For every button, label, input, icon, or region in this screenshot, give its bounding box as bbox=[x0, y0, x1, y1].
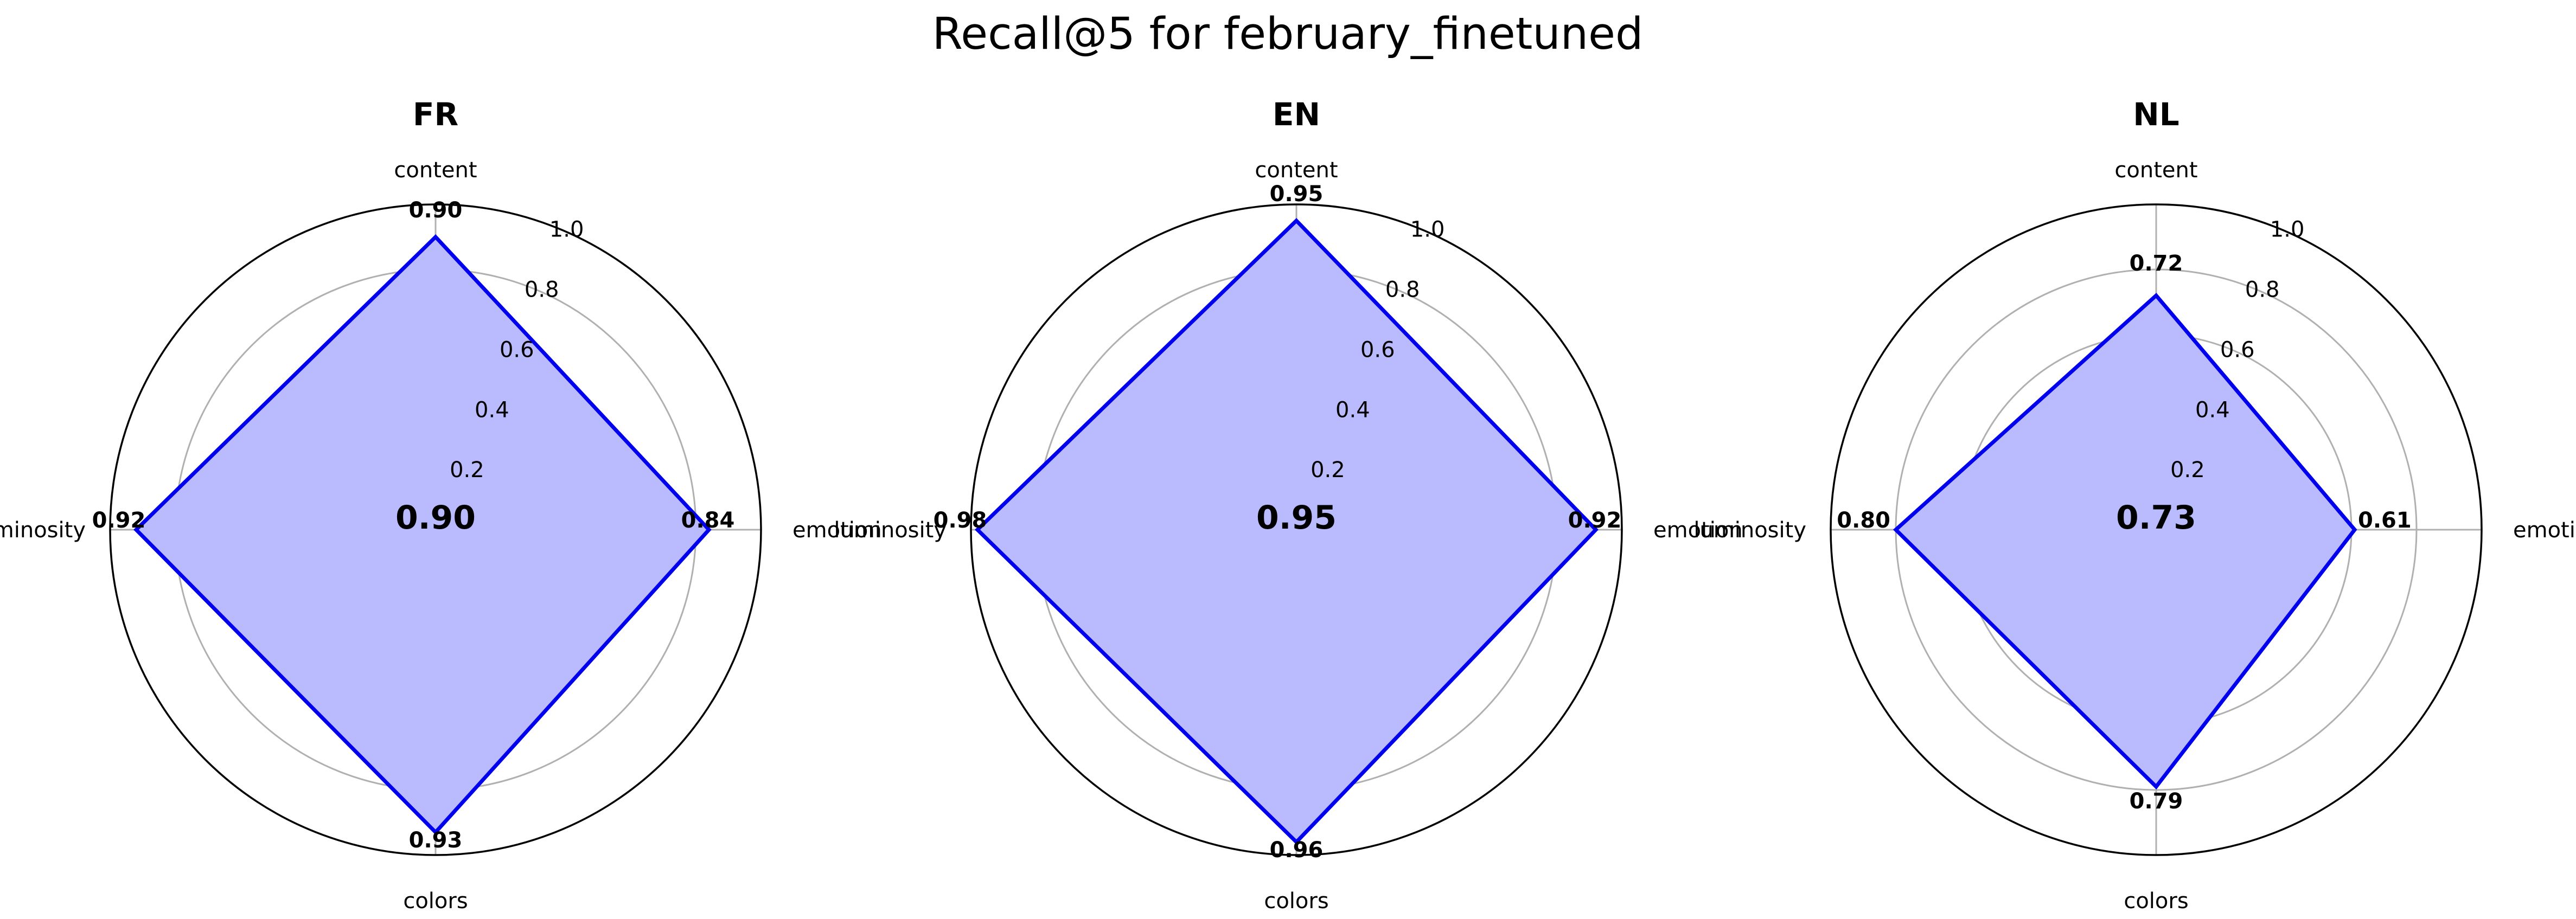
r-tick-label: 0.2 bbox=[450, 458, 484, 483]
series-line bbox=[974, 218, 1599, 845]
series-fill bbox=[136, 237, 709, 832]
series-line bbox=[133, 234, 712, 836]
axis-label-colors: colors bbox=[2124, 889, 2188, 914]
value-label-luminosity: 0.98 bbox=[934, 508, 987, 533]
value-label-luminosity: 0.80 bbox=[1837, 508, 1890, 533]
radar-panels: FR 0.2 0.4 0.6 0.8 1.0 content emotion colors lum… bbox=[0, 96, 2576, 914]
axis-label-emotion: emotion bbox=[1653, 518, 1743, 543]
series-fill bbox=[977, 221, 1596, 842]
r-tick-label: 1.0 bbox=[1410, 217, 1445, 242]
series-line bbox=[1893, 292, 2357, 790]
radar-panel-fr: FR 0.2 0.4 0.6 0.8 1.0 content emotion colors lum… bbox=[0, 96, 882, 914]
axis-label-luminosity: luminosity bbox=[834, 518, 947, 543]
axis-label-colors: colors bbox=[403, 889, 468, 914]
value-label-colors: 0.96 bbox=[1270, 838, 1324, 863]
axis-label-content: content bbox=[394, 158, 477, 183]
r-tick-label: 0.6 bbox=[1360, 337, 1395, 362]
r-tick-label: 0.4 bbox=[475, 397, 509, 422]
r-tick-label: 1.0 bbox=[549, 217, 584, 242]
r-tick-label: 0.4 bbox=[2195, 397, 2230, 422]
outer-frame bbox=[970, 203, 1623, 856]
axis-label-luminosity: luminosity bbox=[1693, 518, 1806, 543]
outer-frame bbox=[1830, 203, 2483, 856]
radar-panel-en: EN 0.2 0.4 0.6 0.8 1.0 content emotion colors lum… bbox=[834, 96, 1742, 914]
value-label-content: 0.90 bbox=[409, 198, 463, 223]
axis-label-content: content bbox=[1255, 158, 1338, 183]
value-label-emotion: 0.61 bbox=[2358, 508, 2412, 533]
value-label-emotion: 0.84 bbox=[681, 508, 735, 533]
panel-title: NL bbox=[2133, 96, 2179, 133]
figure-title: Recall@5 for february_finetuned bbox=[932, 9, 1644, 60]
value-label-emotion: 0.92 bbox=[1568, 508, 1622, 533]
r-tick-label: 0.6 bbox=[500, 337, 534, 362]
r-tick-label: 0.2 bbox=[1311, 458, 1345, 483]
value-label-luminosity: 0.92 bbox=[92, 508, 146, 533]
r-tick-label: 0.8 bbox=[2245, 278, 2280, 303]
outer-frame bbox=[109, 203, 762, 856]
radar-panel-nl: NL 0.2 0.4 0.6 0.8 1.0 content emotion colors lum… bbox=[1693, 96, 2576, 914]
r-tick-label: 0.2 bbox=[2170, 458, 2205, 483]
value-label-content: 0.95 bbox=[1270, 182, 1324, 207]
panel-title: FR bbox=[413, 96, 458, 133]
axis-label-emotion: emotion bbox=[2513, 518, 2576, 543]
value-label-colors: 0.79 bbox=[2130, 789, 2183, 814]
series-fill bbox=[1896, 295, 2355, 787]
panel-title: EN bbox=[1273, 96, 1320, 133]
center-mean-label: 0.73 bbox=[2116, 499, 2196, 537]
axis-label-emotion: emotion bbox=[792, 518, 882, 543]
r-tick-label: 0.8 bbox=[1385, 278, 1420, 303]
value-label-content: 0.72 bbox=[2130, 251, 2183, 276]
center-mean-label: 0.90 bbox=[395, 499, 476, 537]
value-label-colors: 0.93 bbox=[409, 828, 463, 853]
r-tick-label: 0.8 bbox=[525, 278, 559, 303]
axis-label-luminosity: luminosity bbox=[0, 518, 86, 543]
axis-label-content: content bbox=[2114, 158, 2197, 183]
axis-label-colors: colors bbox=[1264, 889, 1328, 914]
r-tick-label: 0.4 bbox=[1335, 397, 1370, 422]
center-mean-label: 0.95 bbox=[1256, 499, 1337, 537]
r-tick-label: 0.6 bbox=[2220, 337, 2255, 362]
r-tick-label: 1.0 bbox=[2270, 217, 2305, 242]
